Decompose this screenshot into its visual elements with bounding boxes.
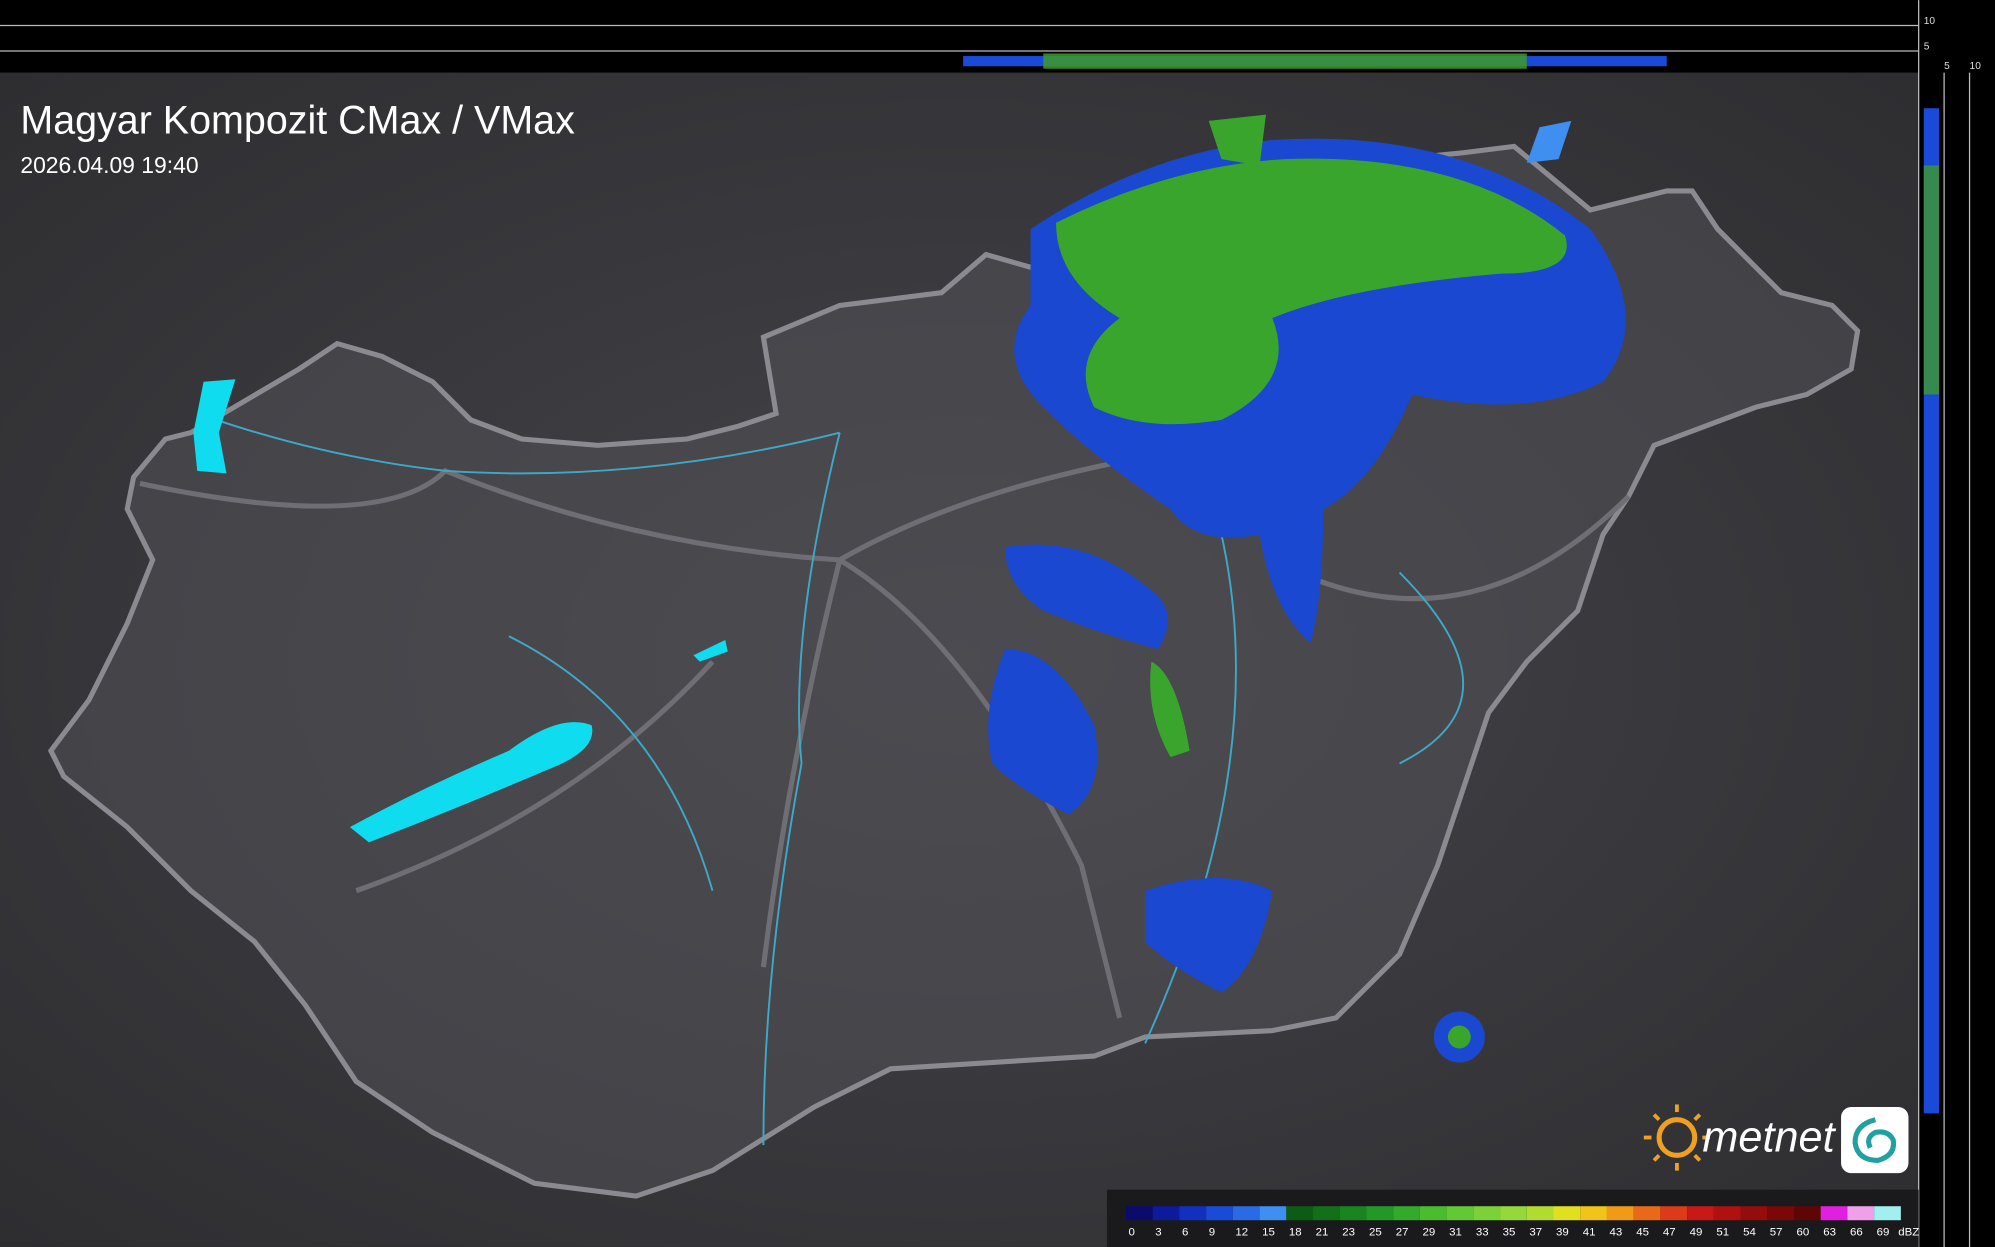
legend-swatch — [1446, 1206, 1474, 1221]
legend-label: 41 — [1583, 1226, 1596, 1238]
lake — [193, 379, 236, 474]
legend-label: 29 — [1422, 1226, 1435, 1238]
legend-swatch — [1740, 1206, 1768, 1221]
legend-label: 43 — [1609, 1226, 1622, 1238]
lake — [349, 722, 593, 843]
logo: metnet — [1643, 1104, 1909, 1174]
legend-label: 63 — [1823, 1226, 1836, 1238]
legend-swatch — [1232, 1206, 1260, 1221]
legend-swatch — [1419, 1206, 1447, 1221]
legend-swatch — [1286, 1206, 1314, 1221]
legend-swatch — [1793, 1206, 1821, 1221]
tick-label: 5 — [1944, 61, 1950, 72]
legend-swatch — [1767, 1206, 1794, 1221]
legend-label: 33 — [1476, 1226, 1489, 1238]
legend-swatch — [1126, 1206, 1153, 1221]
profile-echo — [1923, 165, 1940, 395]
legend-label: 39 — [1556, 1226, 1569, 1238]
legend-label: 27 — [1396, 1226, 1409, 1238]
legend-swatch — [1259, 1206, 1287, 1221]
legend-label: 0 — [1129, 1226, 1135, 1238]
legend-swatch — [1553, 1206, 1581, 1221]
river — [215, 419, 1464, 1146]
legend-label: 51 — [1716, 1226, 1729, 1238]
legend-swatch — [1179, 1206, 1207, 1221]
legend-label: 23 — [1342, 1226, 1355, 1238]
legend-swatch — [1313, 1206, 1340, 1221]
legend-label: 69 — [1877, 1226, 1890, 1238]
legend-swatch — [1633, 1206, 1661, 1221]
legend-label: 3 — [1155, 1226, 1161, 1238]
legend-label: 45 — [1636, 1226, 1649, 1238]
legend-unit: dBZ — [1898, 1226, 1919, 1238]
legend-label: 31 — [1449, 1226, 1462, 1238]
legend-label: 9 — [1209, 1226, 1215, 1238]
legend-swatch — [1473, 1206, 1501, 1221]
tick-label: 10 — [1970, 61, 1982, 72]
profile-echo — [1043, 53, 1527, 69]
legend-label: 35 — [1503, 1226, 1516, 1238]
legend-swatch — [1500, 1206, 1527, 1221]
legend-swatch — [1847, 1206, 1875, 1221]
top-ticks: 10 5 — [1924, 16, 1936, 52]
legend-label: 25 — [1369, 1226, 1382, 1238]
legend-label: 21 — [1316, 1226, 1329, 1238]
tick-label: 5 — [1924, 42, 1930, 53]
legend-swatch — [1713, 1206, 1741, 1221]
legend-swatch — [1393, 1206, 1420, 1221]
legend-swatch — [1874, 1206, 1901, 1221]
lake — [693, 640, 728, 662]
legend-label: 6 — [1182, 1226, 1188, 1238]
legend-label: 15 — [1262, 1226, 1275, 1238]
right-ticks: 5 10 — [1944, 61, 1981, 72]
tick-label: 10 — [1924, 16, 1936, 27]
legend-swatch — [1206, 1206, 1233, 1221]
legend-label: 66 — [1850, 1226, 1863, 1238]
legend-swatch — [1580, 1206, 1607, 1221]
legend-label: 49 — [1690, 1226, 1703, 1238]
legend-label: 54 — [1743, 1226, 1756, 1238]
legend-label: 57 — [1770, 1226, 1783, 1238]
legend-swatch — [1820, 1206, 1848, 1221]
legend-swatch — [1366, 1206, 1394, 1221]
legend-swatch — [1339, 1206, 1367, 1221]
radar-echoes — [988, 114, 1626, 1063]
legend-label: 18 — [1289, 1226, 1302, 1238]
legend-swatch — [1152, 1206, 1180, 1221]
timestamp: 2026.04.09 19:40 — [20, 152, 198, 178]
legend-label: 12 — [1235, 1226, 1248, 1238]
country-border — [47, 143, 1861, 1199]
legend-label: 47 — [1663, 1226, 1676, 1238]
legend: 0 3 6 9 12 15 18 21 23 25 27 29 31 33 35 37 39 41 43 45 47 49… — [1126, 1206, 1919, 1238]
road — [139, 430, 1631, 1019]
legend-label: 37 — [1529, 1226, 1542, 1238]
legend-swatch — [1526, 1206, 1554, 1221]
legend-swatch — [1687, 1206, 1714, 1221]
logo-text: metnet — [1702, 1114, 1836, 1162]
title: Magyar Kompozit CMax / VMax — [20, 99, 575, 143]
legend-swatch — [1606, 1206, 1634, 1221]
legend-swatch — [1660, 1206, 1688, 1221]
legend-label: 60 — [1797, 1226, 1810, 1238]
